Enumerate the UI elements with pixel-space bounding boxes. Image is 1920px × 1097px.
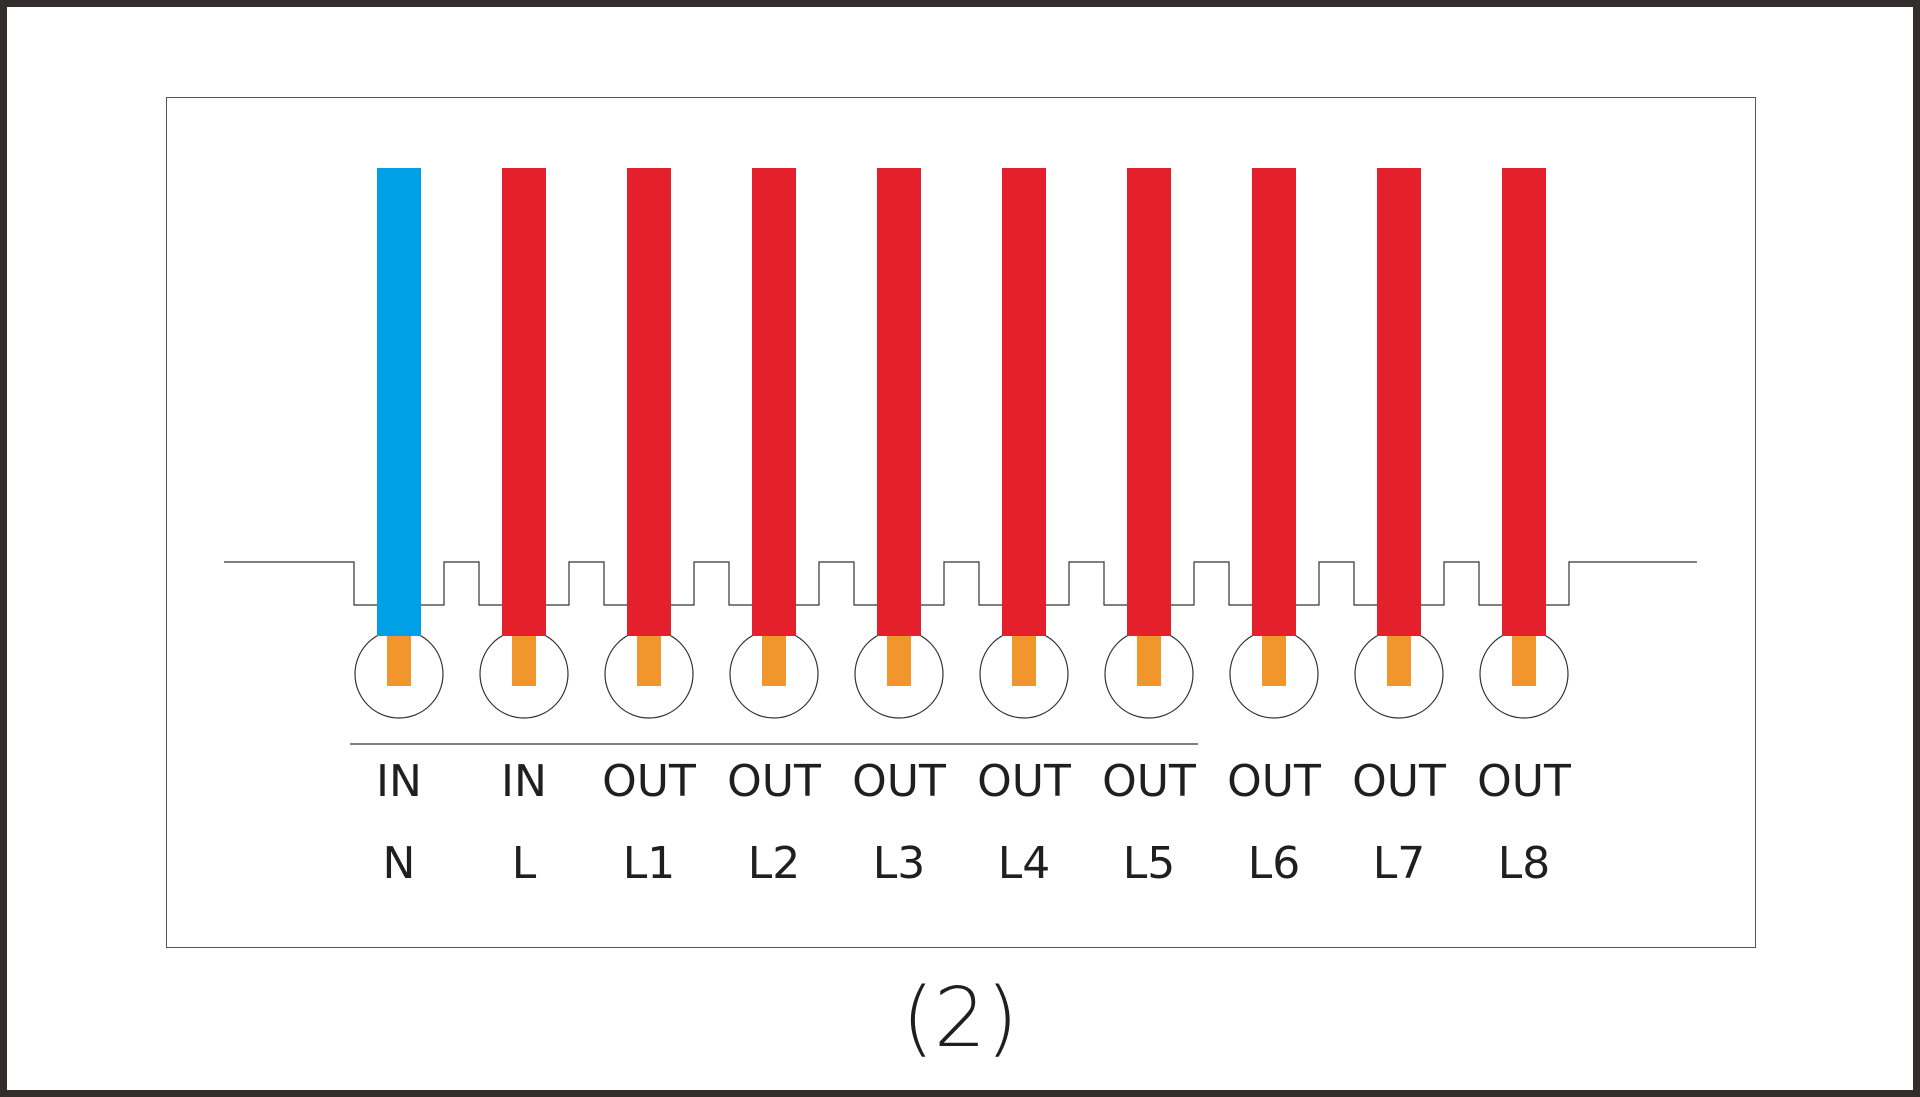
terminal-l2: OUT L2 (727, 168, 821, 889)
terminal-block-outline (224, 561, 1697, 606)
terminal-l6: OUT L6 (1227, 168, 1321, 889)
terminal-name-label: L6 (1248, 838, 1301, 889)
terminal-name-label: L5 (1123, 838, 1176, 889)
terminal-n: IN N (354, 168, 444, 889)
wire-conductor-tip (1387, 636, 1411, 686)
terminal-l4: OUT L4 (977, 168, 1071, 889)
diagram-border (166, 97, 1756, 948)
live-wire (627, 168, 671, 636)
terminal-name-label: L2 (748, 838, 801, 889)
live-wire (1002, 168, 1046, 636)
terminal-role-label: OUT (852, 756, 946, 807)
terminal-role-label: IN (501, 756, 547, 807)
terminal-role-label: OUT (977, 756, 1071, 807)
wire-conductor-tip (1262, 636, 1286, 686)
terminal-l: IN L (479, 168, 569, 889)
terminal-role-label: OUT (727, 756, 821, 807)
terminal-l1: OUT L1 (602, 168, 696, 889)
terminal-name-label: L7 (1373, 838, 1426, 889)
live-wire (877, 168, 921, 636)
terminal-l5: OUT L5 (1102, 168, 1196, 889)
terminal-l7: OUT L7 (1352, 168, 1446, 889)
terminal-role-label: OUT (1352, 756, 1446, 807)
wire-conductor-tip (1512, 636, 1536, 686)
wire-conductor-tip (762, 636, 786, 686)
terminal-l8: OUT L8 (1477, 168, 1571, 889)
wire-conductor-tip (887, 636, 911, 686)
live-wire (502, 168, 546, 636)
wire-conductor-tip (1137, 636, 1161, 686)
terminal-role-label: OUT (1227, 756, 1321, 807)
live-wire (1252, 168, 1296, 636)
wire-conductor-tip (1012, 636, 1036, 686)
wire-conductor-tip (387, 636, 411, 686)
live-wire (752, 168, 796, 636)
terminal-role-label: OUT (602, 756, 696, 807)
live-wire (1502, 168, 1546, 636)
terminal-name-label: L4 (998, 838, 1051, 889)
neutral-wire (377, 168, 421, 636)
live-wire (1127, 168, 1171, 636)
wire-conductor-tip (512, 636, 536, 686)
terminal-name-label: L1 (623, 838, 676, 889)
terminal-l3: OUT L3 (852, 168, 946, 889)
terminal-role-label: OUT (1102, 756, 1196, 807)
terminal-role-label: IN (376, 756, 422, 807)
terminal-role-label: OUT (1477, 756, 1571, 807)
live-wire (1377, 168, 1421, 636)
figure-caption: (2) (902, 971, 1018, 1066)
terminal-name-label: L8 (1498, 838, 1551, 889)
terminal-name-label: L3 (873, 838, 926, 889)
terminal-name-label: L (512, 838, 537, 889)
terminals-group: IN N IN L OUT L1 OUT L2 OUT L3 OUT L4 OUT L5 OUT L6 OUT L… (354, 168, 1571, 889)
terminal-name-label: N (383, 838, 416, 889)
wire-conductor-tip (637, 636, 661, 686)
